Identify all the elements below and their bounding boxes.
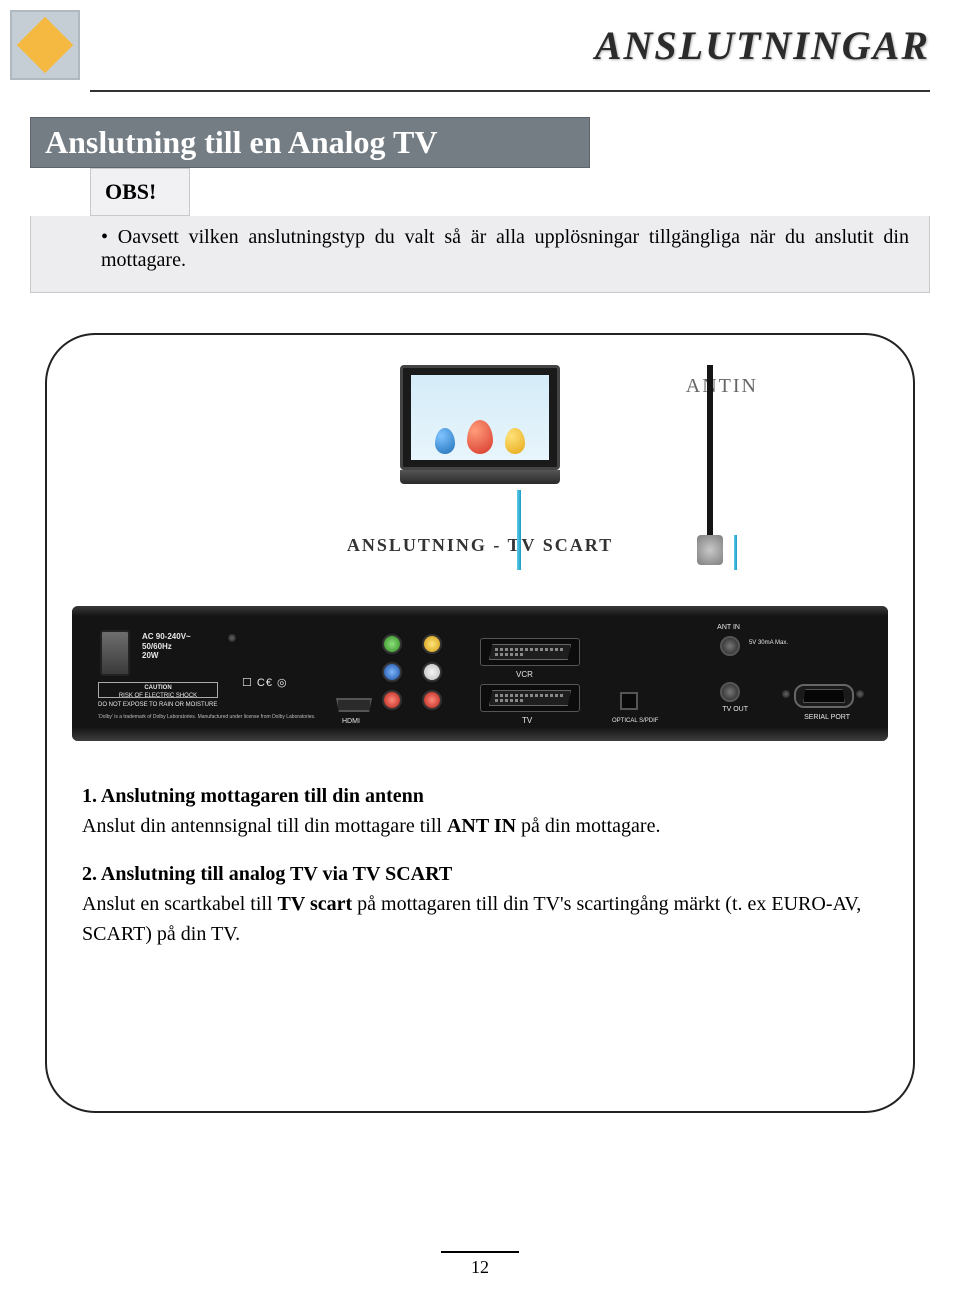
hdmi-port-icon <box>336 698 372 712</box>
vcr-scart-label: VCR <box>516 670 533 679</box>
ant-in-label: ANT IN <box>717 624 740 631</box>
rca-y-icon <box>382 634 402 654</box>
scart-tv-port-icon <box>480 684 580 712</box>
ac-line: 20W <box>142 651 191 661</box>
rca-port-group <box>382 634 444 712</box>
antenna-cable-line <box>734 535 737 570</box>
ant-in-port-icon <box>720 636 740 656</box>
rca-pr-icon <box>382 690 402 710</box>
tv-base <box>400 470 560 484</box>
note-label: OBS! <box>105 179 156 204</box>
tv-screen <box>400 365 560 470</box>
screw-icon <box>856 690 864 698</box>
ce-mark: ☐ C€ ◎ <box>242 676 288 689</box>
rca-r-icon <box>422 690 442 710</box>
power-switch-icon <box>100 630 130 676</box>
balloon-icon <box>467 420 493 454</box>
section-banner: Anslutning till en Analog TV <box>30 117 590 168</box>
step1-heading: 1. Anslutning mottagaren till din antenn <box>82 785 424 807</box>
panel-edge <box>72 606 888 616</box>
antenna-label: ANTIN <box>686 375 758 398</box>
note-text: • Oavsett vilken anslutningstyp du valt … <box>101 226 909 272</box>
tv-out-label: TV OUT <box>722 706 748 713</box>
tv-set <box>400 365 560 484</box>
screw-icon <box>228 634 236 642</box>
ac-line: AC 90-240V~ <box>142 632 191 642</box>
page-header: ANSLUTNINGAR <box>0 0 960 80</box>
rca-l-icon <box>422 662 442 682</box>
header-divider <box>90 90 930 92</box>
instruction-text: 1. Anslutning mottagaren till din antenn… <box>72 781 888 949</box>
panel-edge <box>72 727 888 741</box>
dolby-notice: ‘Dolby’ is a trademark of Dolby Laborato… <box>98 714 318 720</box>
note-label-box: OBS! <box>90 168 190 216</box>
do-not-expose-label: DO NOT EXPOSE TO RAIN OR MOISTURE <box>98 702 217 708</box>
step1-bold: ANT IN <box>447 815 516 837</box>
power-5v-label: 5V 30mA Max. <box>749 640 788 646</box>
antenna-cable <box>707 365 713 559</box>
connection-diagram: ANTIN ANSLUTNING - TV SCART AC 90-240V~ … <box>45 333 915 1113</box>
ac-line: 50/60Hz <box>142 642 191 652</box>
tv-row: ANTIN <box>72 365 888 515</box>
tv-scart-label: TV <box>522 716 532 725</box>
header-title: ANSLUTNINGAR <box>595 22 930 69</box>
balloon-icon <box>505 428 525 454</box>
logo-diamond-icon <box>17 17 74 74</box>
scart-connection-label: ANSLUTNING - TV SCART <box>72 535 888 556</box>
tv-screen-image <box>411 375 549 460</box>
antenna-connector-icon <box>697 535 723 565</box>
rca-video-icon <box>422 634 442 654</box>
brand-logo <box>10 10 80 80</box>
balloon-icon <box>435 428 455 454</box>
step1-body: Anslut din antennsignal till din mottaga… <box>82 815 447 837</box>
page-number: 12 <box>441 1251 519 1278</box>
serial-port-icon <box>794 684 854 708</box>
tv-out-port-icon <box>720 682 740 702</box>
receiver-back-panel: AC 90-240V~ 50/60Hz 20W CAUTION RISK OF … <box>72 606 888 741</box>
scart-cable-line <box>517 490 521 570</box>
rca-pb-icon <box>382 662 402 682</box>
banner-text: Anslutning till en Analog TV <box>45 124 437 160</box>
step2-heading: 2. Anslutning till analog TV via TV SCAR… <box>82 863 452 885</box>
step2-bold: TV scart <box>278 893 353 915</box>
scart-vcr-port-icon <box>480 638 580 666</box>
serial-port-label: SERIAL PORT <box>804 714 850 721</box>
note-body-box: • Oavsett vilken anslutningstyp du valt … <box>30 216 930 293</box>
optical-label: OPTICAL S/PDIF <box>612 718 658 724</box>
step1-tail: på din mottagare. <box>521 815 660 837</box>
caution-label: CAUTION RISK OF ELECTRIC SHOCK <box>98 682 218 698</box>
optical-port-icon <box>620 692 638 710</box>
screw-icon <box>782 690 790 698</box>
ac-rating-label: AC 90-240V~ 50/60Hz 20W <box>142 632 191 661</box>
step2-body-a: Anslut en scartkabel till <box>82 893 278 915</box>
hdmi-label: HDMI <box>342 718 360 725</box>
